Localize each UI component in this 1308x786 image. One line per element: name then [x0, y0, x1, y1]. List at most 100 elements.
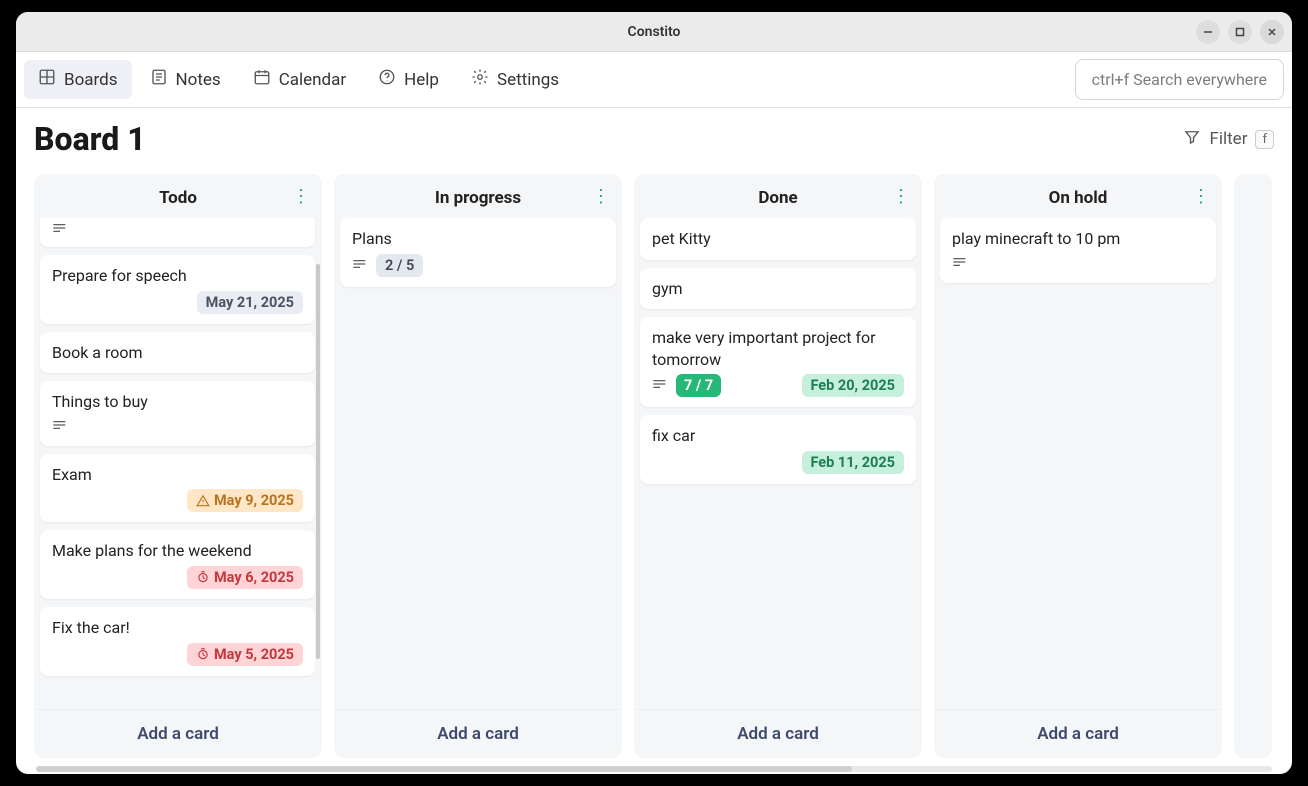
add-card-button[interactable]: Add a card [334, 709, 622, 758]
add-card-button[interactable]: Add a card [934, 709, 1222, 758]
column-partial [1234, 174, 1272, 758]
card[interactable]: Book a room [40, 332, 315, 374]
card-title: Fix the car! [52, 617, 303, 639]
card[interactable]: fix car Feb 11, 2025 [640, 415, 916, 484]
card-meta: May 21, 2025 [52, 291, 303, 314]
card[interactable]: play minecraft to 10 pm [940, 218, 1216, 283]
date-text: May 21, 2025 [206, 294, 294, 311]
horizontal-scrollbar-thumb[interactable] [36, 766, 852, 772]
column-header: In progress ⋮ [334, 174, 622, 218]
card-meta [952, 254, 1204, 273]
card-meta: May 5, 2025 [52, 643, 303, 666]
calendar-icon [253, 68, 271, 91]
column-title: In progress [435, 188, 521, 208]
app-window: Constito Boards Notes [16, 12, 1292, 774]
card[interactable]: make very important project for tomorrow… [640, 317, 916, 407]
nav-settings[interactable]: Settings [457, 60, 573, 99]
card-meta: 2 / 5 [352, 254, 604, 277]
card-title: Book a room [52, 342, 303, 364]
card[interactable]: Make plans for the weekend May 6, 2025 [40, 530, 315, 599]
card-title: Make plans for the weekend [52, 540, 303, 562]
gear-icon [471, 68, 489, 91]
card-title: pet Kitty [652, 228, 904, 250]
date-text: May 9, 2025 [214, 492, 294, 509]
card-meta: Feb 11, 2025 [652, 451, 904, 474]
minimize-button[interactable] [1196, 20, 1220, 44]
filter-icon [1183, 128, 1201, 151]
add-card-button[interactable]: Add a card [34, 709, 322, 758]
column: Done ⋮ pet Kitty gym make very important pro… [634, 174, 922, 758]
column-title: Done [758, 188, 797, 208]
nav-calendar-label: Calendar [279, 70, 346, 90]
window-controls [1196, 20, 1284, 44]
window-title: Constito [628, 24, 681, 40]
nav-notes[interactable]: Notes [136, 60, 235, 99]
column-menu-icon[interactable]: ⋮ [1192, 188, 1210, 206]
card[interactable]: pet Kitty [640, 218, 916, 260]
date-text: May 6, 2025 [214, 569, 294, 586]
card[interactable]: Things to buy [40, 381, 315, 446]
column-menu-icon[interactable]: ⋮ [592, 188, 610, 206]
date-badge: May 21, 2025 [197, 291, 303, 314]
card-title: Plans [352, 228, 604, 250]
help-icon [378, 68, 396, 91]
card[interactable]: Prepare for speechMay 21, 2025 [40, 255, 315, 324]
search-input[interactable]: ctrl+f Search everywhere [1075, 59, 1284, 100]
titlebar: Constito [16, 12, 1292, 52]
card-title: make very important project for tomorrow [652, 327, 904, 370]
date-badge: May 6, 2025 [187, 566, 303, 589]
column-header: Todo⋮ [34, 174, 322, 218]
column: In progress ⋮ Plans 2 / 5 Add a card [334, 174, 622, 758]
vertical-scrollbar[interactable] [316, 264, 320, 659]
board-header: Board 1 Filter f [16, 108, 1292, 166]
date-badge: May 9, 2025 [187, 489, 303, 512]
progress-badge: 2 / 5 [376, 254, 423, 277]
board-columns-scroll[interactable]: Todo⋮ Prepare for speechMay 21, 2025 Book … [16, 166, 1292, 766]
column: Todo⋮ Prepare for speechMay 21, 2025 Book … [34, 174, 322, 758]
nav-notes-label: Notes [176, 70, 221, 90]
description-icon [952, 254, 968, 273]
board-title: Board 1 [34, 120, 146, 158]
filter-label: Filter [1209, 129, 1247, 149]
column-header: Done ⋮ [634, 174, 922, 218]
board-columns: Todo⋮ Prepare for speechMay 21, 2025 Book … [34, 174, 1292, 758]
notes-icon [150, 68, 168, 91]
column-header: On hold ⋮ [934, 174, 1222, 218]
column-menu-icon[interactable]: ⋮ [292, 188, 310, 206]
date-text: Feb 11, 2025 [811, 454, 896, 471]
nav-help-label: Help [404, 70, 439, 90]
add-card-button[interactable]: Add a card [634, 709, 922, 758]
horizontal-scrollbar[interactable] [36, 766, 1272, 772]
column-title: On hold [1049, 188, 1108, 208]
card-meta: 7 / 7 Feb 20, 2025 [652, 374, 904, 397]
column-cards: pet Kitty gym make very important project … [634, 218, 922, 709]
column-menu-icon[interactable]: ⋮ [892, 188, 910, 206]
card[interactable]: gym [640, 268, 916, 310]
nav-calendar[interactable]: Calendar [239, 60, 360, 99]
progress-badge: 7 / 7 [676, 374, 721, 397]
nav-boards-label: Boards [64, 70, 118, 90]
column-cards: play minecraft to 10 pm [934, 218, 1222, 709]
card[interactable]: Exam May 9, 2025 [40, 454, 315, 523]
close-button[interactable] [1260, 20, 1284, 44]
description-icon [52, 417, 68, 436]
card-meta: May 6, 2025 [52, 566, 303, 589]
card[interactable] [40, 218, 315, 247]
card-title: Exam [52, 464, 303, 486]
date-badge: Feb 11, 2025 [802, 451, 905, 474]
card[interactable]: Plans 2 / 5 [340, 218, 616, 287]
card[interactable]: Fix the car! May 5, 2025 [40, 607, 315, 676]
card-meta: May 9, 2025 [52, 489, 303, 512]
maximize-button[interactable] [1228, 20, 1252, 44]
card-title: Things to buy [52, 391, 303, 413]
card-title: fix car [652, 425, 904, 447]
column: On hold ⋮ play minecraft to 10 pm Add a car… [934, 174, 1222, 758]
card-title: gym [652, 278, 904, 300]
top-nav: Boards Notes Calendar Help Settings ctrl… [16, 52, 1292, 108]
nav-help[interactable]: Help [364, 60, 453, 99]
nav-boards[interactable]: Boards [24, 60, 132, 99]
column-cards: Prepare for speechMay 21, 2025 Book a roo… [34, 218, 321, 709]
filter-button[interactable]: Filter f [1183, 128, 1274, 151]
description-icon [352, 256, 368, 275]
date-badge: Feb 20, 2025 [802, 374, 905, 397]
